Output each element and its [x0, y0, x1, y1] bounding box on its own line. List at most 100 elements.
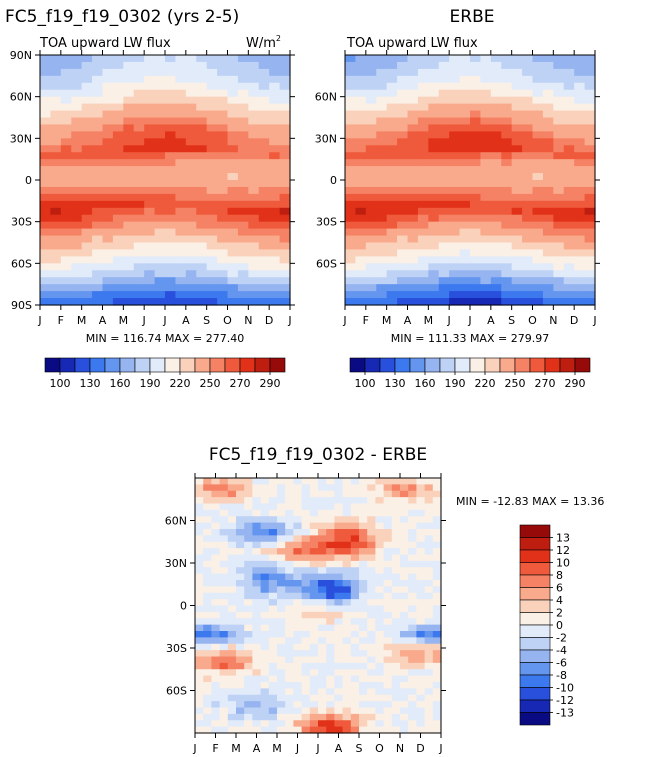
field-cell	[279, 242, 291, 251]
field-cell	[92, 298, 104, 306]
field-cell	[277, 554, 286, 562]
field-cell	[279, 235, 291, 244]
field-cell	[391, 586, 401, 594]
field-cell	[532, 159, 544, 167]
field-cell	[522, 242, 534, 251]
field-cell	[309, 573, 319, 581]
field-cell	[244, 592, 253, 600]
field-cell	[277, 580, 286, 587]
field-cell	[359, 701, 368, 709]
field-cell	[326, 592, 335, 600]
field-cell	[490, 152, 502, 160]
field-cell	[236, 592, 245, 600]
field-cell	[268, 688, 278, 696]
field-cell	[123, 193, 135, 202]
field-cell	[236, 541, 245, 549]
colorbar-label: 100	[50, 377, 71, 390]
field-cell	[123, 166, 135, 174]
field-cell	[237, 228, 249, 237]
field-cell	[383, 650, 393, 658]
field-cell	[345, 152, 357, 160]
field-cell	[144, 221, 156, 230]
field-cell	[355, 145, 367, 153]
field-cell	[416, 713, 426, 721]
field-cell	[480, 277, 492, 285]
field-cell	[50, 166, 62, 174]
field-cell	[542, 145, 554, 153]
field-cell	[244, 516, 253, 524]
field-cell	[386, 82, 398, 91]
field-cell	[60, 89, 72, 98]
field-cell	[60, 166, 72, 174]
field-cell	[350, 478, 360, 485]
field-cell	[365, 68, 377, 77]
field-cell	[345, 235, 357, 244]
field-cell	[123, 235, 135, 244]
field-cell	[397, 228, 409, 237]
field-cell	[334, 522, 344, 530]
field-cell	[383, 567, 393, 575]
field-cell	[407, 221, 419, 230]
colorbar-swatch	[409, 357, 426, 373]
field-cell	[449, 235, 461, 244]
field-cell	[350, 516, 360, 524]
field-cell	[154, 55, 166, 63]
field-cell	[258, 131, 270, 139]
field-cell	[522, 159, 534, 167]
field-cell	[416, 554, 426, 562]
field-cell	[92, 138, 104, 146]
field-cell	[185, 152, 197, 160]
field-cell	[71, 284, 83, 292]
field-cell	[432, 694, 442, 702]
field-cell	[40, 200, 52, 209]
colorbar-swatch	[519, 687, 551, 701]
field-cell	[227, 586, 237, 594]
y-tick-label: 30N	[315, 132, 337, 145]
field-cell	[480, 235, 492, 244]
field-cell	[532, 61, 544, 70]
field-cell	[532, 186, 544, 195]
field-cell	[342, 509, 352, 517]
field-cell	[359, 580, 368, 587]
field-cell	[40, 235, 52, 244]
field-cell	[196, 75, 208, 84]
field-cell	[237, 55, 249, 63]
colorbar-label: 0	[556, 619, 563, 632]
field-cell	[350, 643, 360, 651]
field-cell	[227, 490, 237, 498]
field-cell	[50, 298, 62, 306]
field-cell	[195, 541, 204, 549]
field-cell	[219, 573, 229, 581]
field-cell	[185, 270, 197, 278]
field-cell	[574, 103, 586, 112]
field-cell	[123, 138, 135, 146]
field-cell	[376, 145, 388, 153]
colorbar-label: 13	[556, 532, 570, 545]
field-cell	[397, 75, 409, 84]
field-cell	[258, 207, 270, 216]
field-cell	[133, 110, 145, 119]
field-cell	[574, 145, 586, 153]
field-cell	[260, 688, 270, 696]
field-cell	[449, 82, 461, 91]
field-cell	[154, 124, 166, 132]
field-cell	[285, 541, 294, 549]
field-cell	[123, 110, 135, 119]
field-cell	[397, 96, 409, 105]
field-cell	[185, 200, 197, 209]
field-cell	[293, 618, 303, 626]
field-cell	[350, 560, 360, 568]
field-cell	[480, 124, 492, 132]
field-cell	[355, 228, 367, 237]
field-cell	[227, 298, 239, 306]
field-cell	[367, 554, 376, 562]
field-cell	[217, 96, 229, 105]
field-cell	[376, 131, 388, 139]
field-cell	[211, 656, 221, 664]
field-cell	[397, 159, 409, 167]
field-cell	[81, 270, 93, 278]
field-cell	[376, 298, 388, 306]
field-cell	[532, 207, 544, 216]
field-cell	[511, 124, 523, 132]
field-cell	[438, 221, 450, 230]
